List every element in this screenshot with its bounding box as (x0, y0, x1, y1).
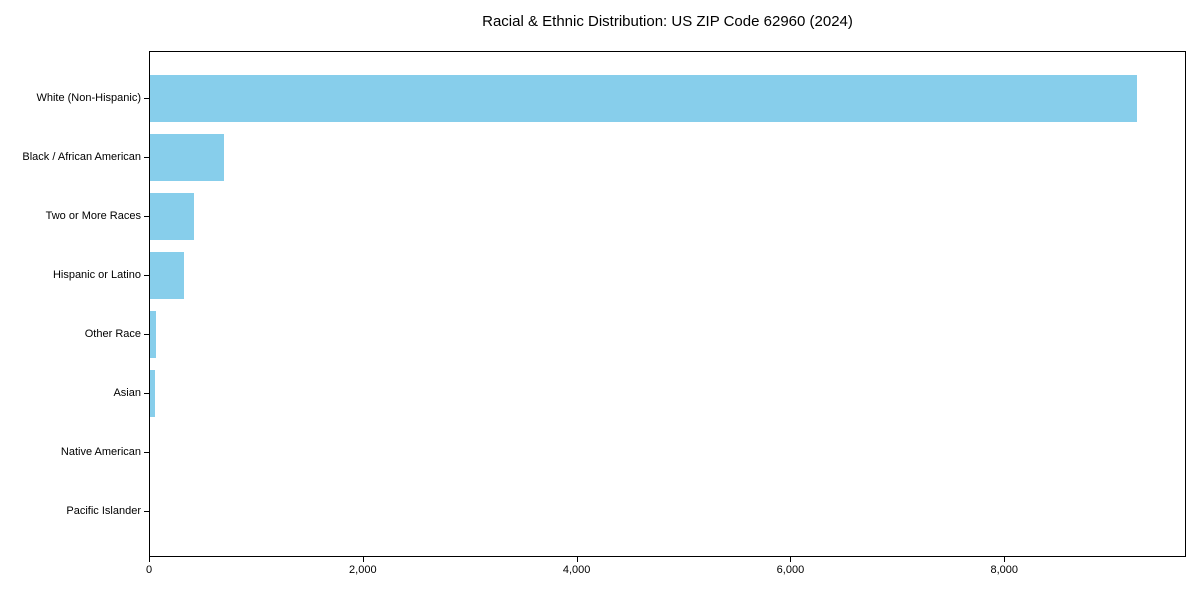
y-tick-mark (144, 216, 149, 217)
y-tick-mark (144, 275, 149, 276)
x-tick-label: 6,000 (776, 564, 805, 576)
y-tick-mark (144, 334, 149, 335)
bar-two-or-more-races (150, 193, 194, 241)
x-tick-label: 2,000 (349, 564, 377, 576)
bar-black-african-american (150, 134, 224, 182)
y-tick-mark (144, 157, 149, 158)
y-tick-label: Native American (60, 445, 141, 458)
y-tick-label: White (Non-Hispanic) (36, 91, 141, 104)
chart-title: Racial & Ethnic Distribution: US ZIP Cod… (482, 13, 853, 30)
y-tick-label: Hispanic or Latino (52, 268, 141, 281)
y-tick-label: Asian (113, 386, 141, 399)
y-tick-label: Pacific Islander (66, 504, 141, 517)
plot-area (149, 51, 1186, 557)
y-tick-mark (144, 452, 149, 453)
y-tick-label: Other Race (84, 327, 141, 340)
bar-asian (150, 370, 155, 418)
x-tick-mark (790, 557, 791, 562)
bar-white-non-hispanic (150, 75, 1137, 123)
x-tick-mark (1004, 557, 1005, 562)
x-tick-mark (577, 557, 578, 562)
y-tick-mark (144, 511, 149, 512)
x-tick-label: 0 (145, 564, 153, 576)
x-tick-mark (363, 557, 364, 562)
bar-hispanic-or-latino (150, 252, 184, 300)
x-tick-label: 8,000 (990, 564, 1019, 576)
y-tick-mark (144, 98, 149, 99)
y-tick-label: Two or More Races (45, 209, 141, 222)
y-tick-label: Black / African American (22, 150, 141, 163)
x-tick-label: 4,000 (562, 564, 591, 576)
bar-other-race (150, 311, 156, 359)
x-tick-mark (149, 557, 150, 562)
y-tick-mark (144, 393, 149, 394)
